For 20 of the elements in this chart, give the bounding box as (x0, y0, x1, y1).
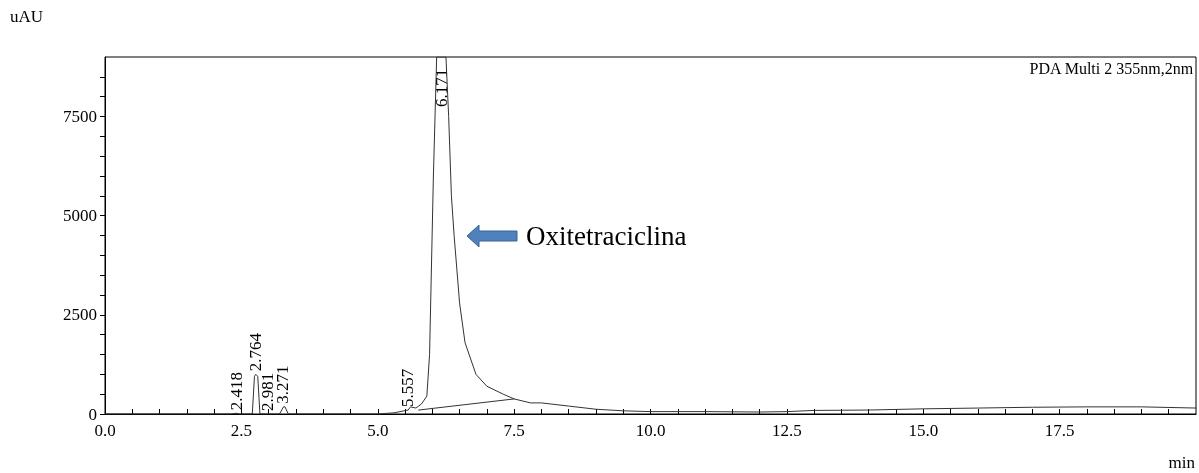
y-axis-title: uAU (10, 7, 44, 26)
annotation: Oxitetraciclina (526, 220, 687, 251)
y-tick-label: 2500 (63, 305, 97, 325)
x-tick-label: 2.5 (230, 421, 252, 440)
x-tick-label: 0.0 (94, 421, 116, 440)
x-tick-label: 7.5 (503, 421, 525, 440)
y-tick-label: 7500 (63, 107, 97, 126)
annotation: PDA Multi 2 355nm,2nm (1029, 59, 1194, 77)
annotation: 6.171 (431, 68, 451, 107)
x-tick-label: 17.5 (1044, 421, 1075, 440)
x-tick-label: 12.5 (772, 421, 802, 440)
x-axis-title: min (1168, 453, 1196, 472)
x-tick-label: 15.0 (908, 421, 939, 440)
x-tick-label: 5.0 (367, 421, 389, 440)
y-tick-label: 0 (88, 404, 97, 424)
y-tick-label: 5000 (63, 206, 97, 226)
x-tick-label: 10.0 (635, 421, 666, 440)
annotation: 5.557 (398, 368, 418, 408)
annotation: 2.418 (226, 371, 246, 411)
annotation: 2.764 (245, 332, 265, 372)
